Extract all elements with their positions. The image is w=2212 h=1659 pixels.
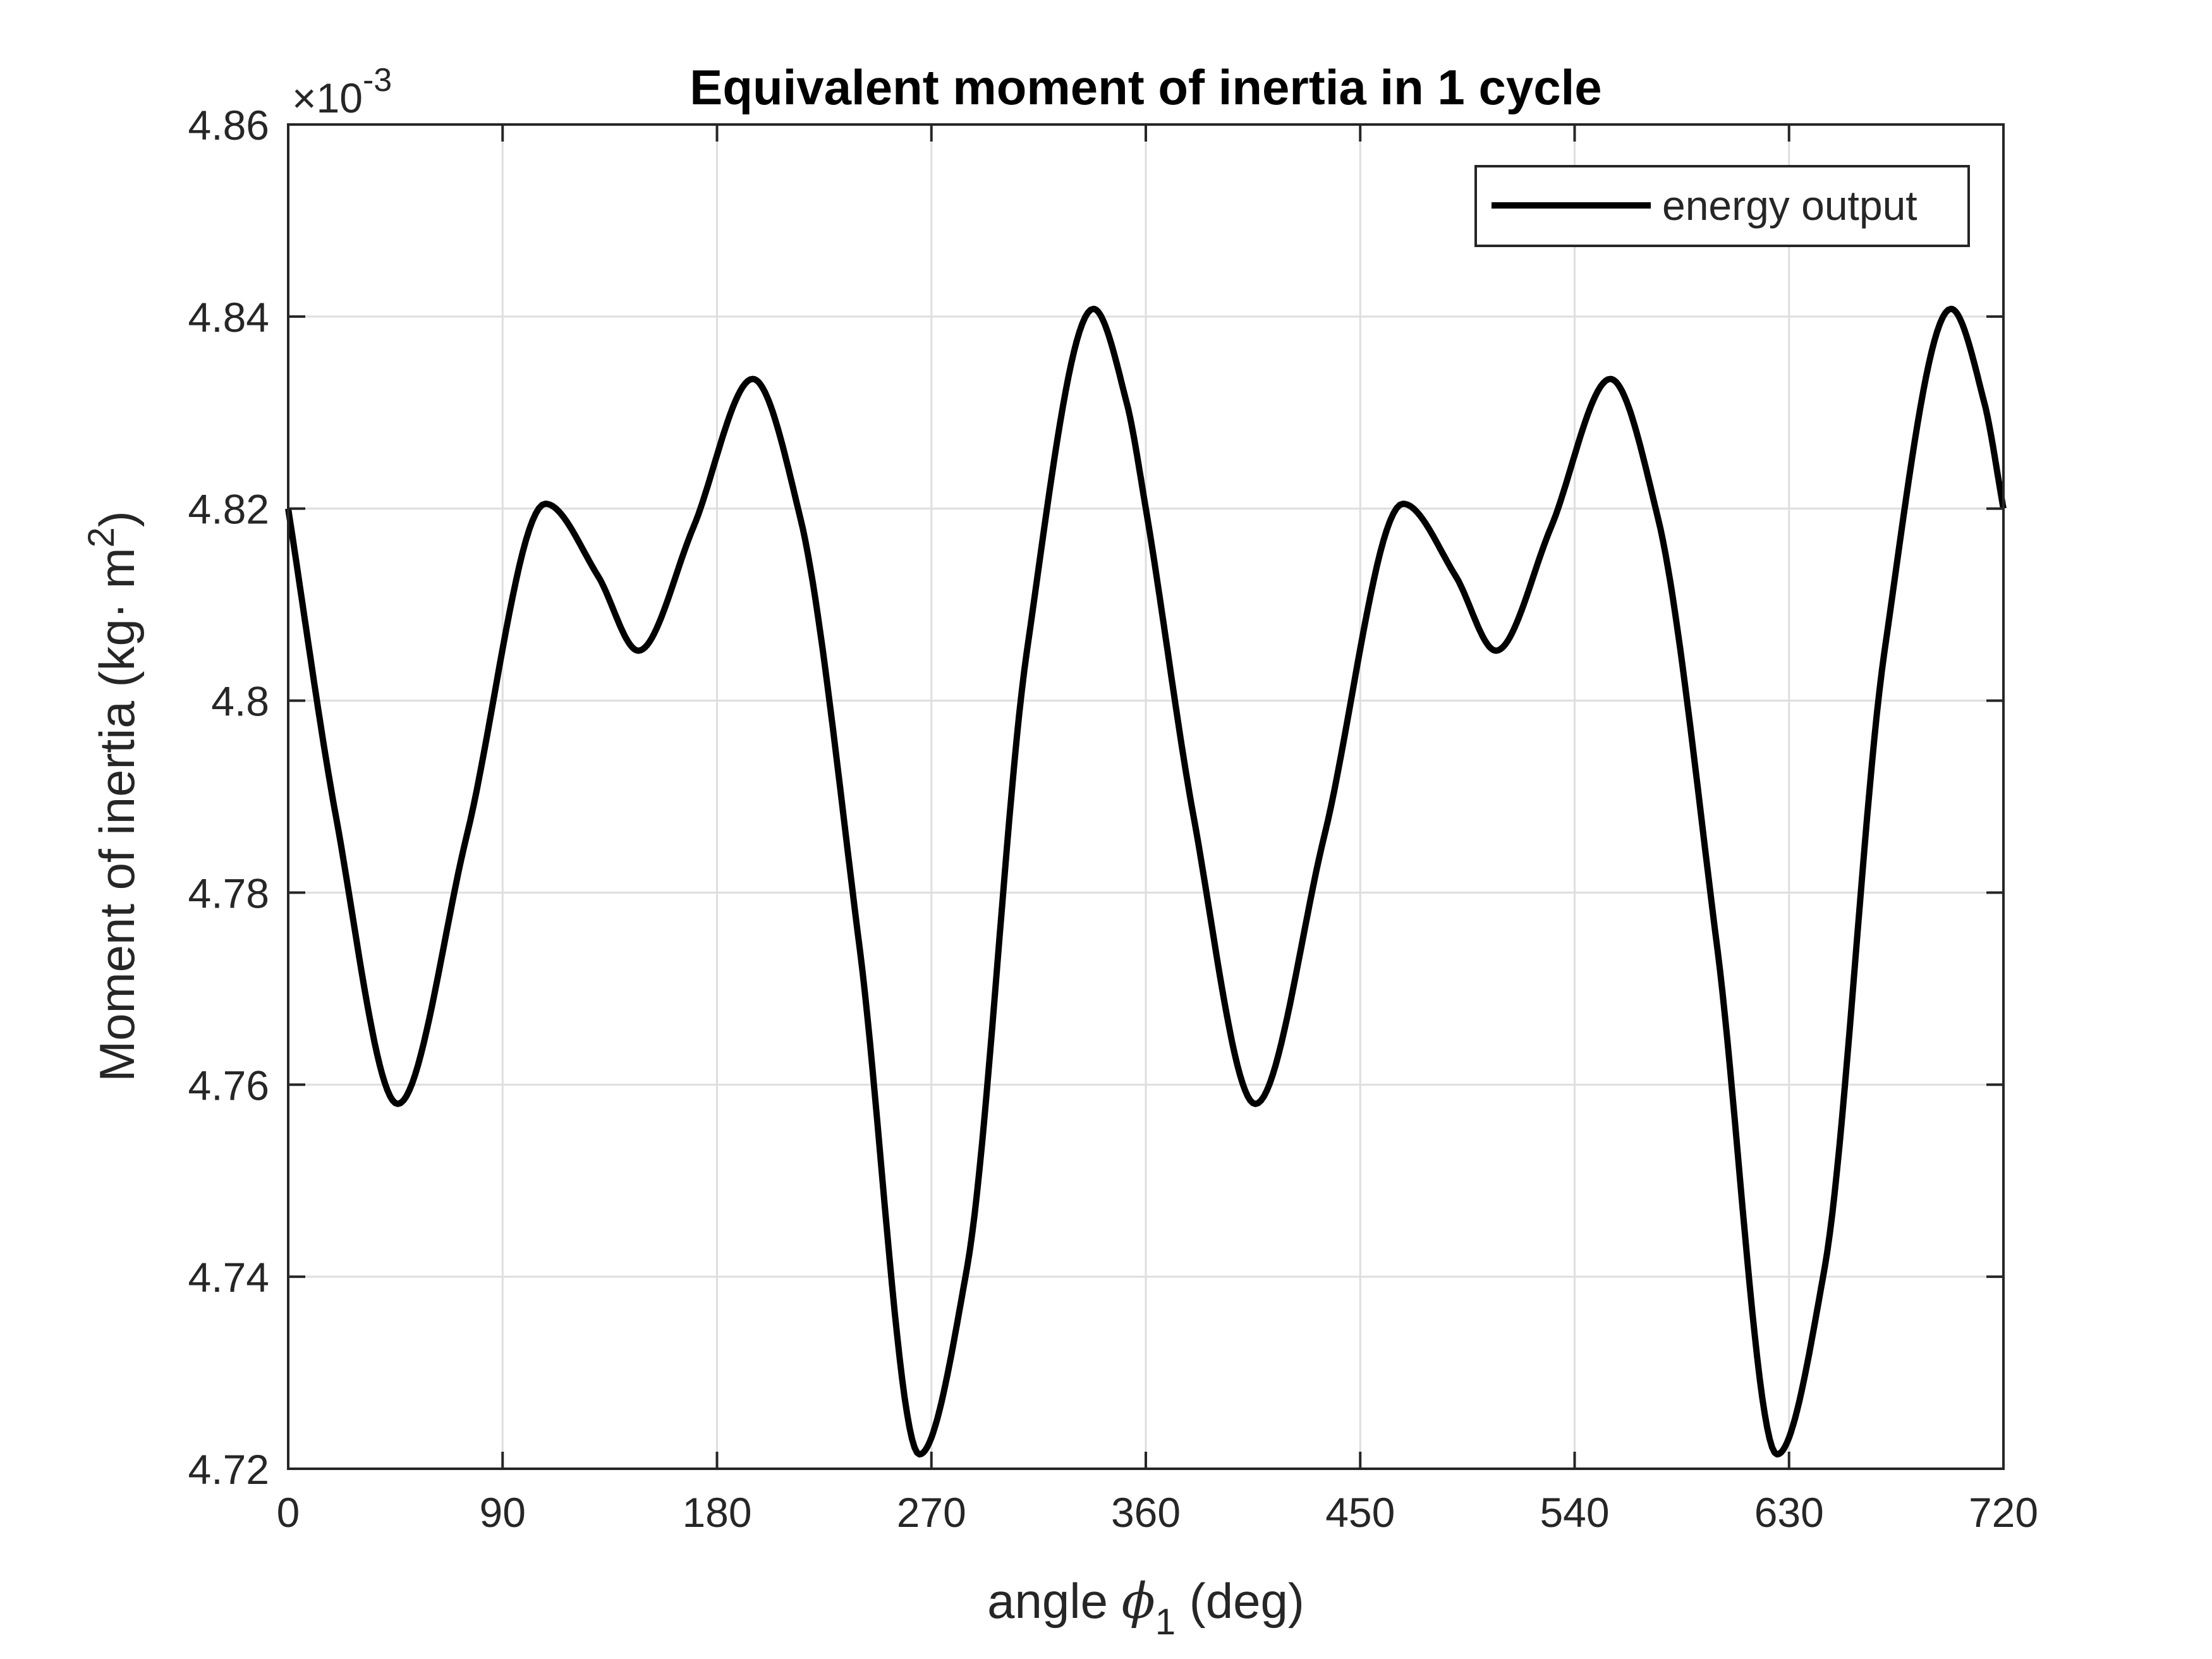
y-tick-label: 4.76: [188, 1062, 269, 1109]
x-ticks: [287, 125, 2005, 1469]
y-tick-label: 4.72: [188, 1446, 269, 1493]
x-gridlines: [501, 125, 1790, 1469]
axis-exponent: ×10-3: [292, 62, 392, 121]
legend-label: energy output: [1662, 182, 1917, 229]
chart-title: Equivalent moment of inertia in 1 cycle: [690, 59, 1601, 115]
x-tick-label: 0: [277, 1489, 300, 1536]
x-axis-label-tail: (deg): [1176, 1573, 1304, 1629]
y-tick-label: 4.82: [188, 486, 269, 533]
y-axis-label-tail: ): [89, 511, 145, 527]
series-line-energy-output: [285, 305, 2007, 1458]
x-tick-label: 630: [1754, 1489, 1824, 1536]
x-axis-label-subscript: 1: [1155, 1601, 1176, 1643]
x-axis-label: angle ϕ1 (deg): [987, 1573, 1304, 1643]
y-ticks: [288, 123, 2003, 1470]
exponent-times: ×: [292, 75, 317, 121]
y-tick-label: 4.84: [188, 294, 269, 341]
x-tick-label: 360: [1111, 1489, 1181, 1536]
y-tick-label: 4.86: [188, 102, 269, 149]
x-tick-label: 720: [1969, 1489, 2038, 1536]
x-tick-label: 270: [897, 1489, 966, 1536]
exponent-base: 10: [317, 75, 363, 121]
x-tick-label: 180: [682, 1489, 751, 1536]
x-tick-label: 540: [1540, 1489, 1609, 1536]
y-axis-label-superscript: 2: [81, 527, 122, 547]
y-axis-label-main: Moment of inertia (kg· m: [89, 548, 145, 1082]
x-tick-labels: 0 90 180 270 360 450 540 630 720: [277, 1489, 2038, 1536]
legend: energy output: [1474, 165, 1970, 247]
y-tick-label: 4.74: [188, 1254, 269, 1301]
x-tick-label: 90: [480, 1489, 526, 1536]
y-tick-labels: 4.72 4.74 4.76 4.78 4.8 4.82 4.84 4.86: [188, 102, 269, 1493]
y-axis-label: Moment of inertia (kg· m2): [81, 511, 145, 1082]
y-tick-label: 4.8: [211, 678, 269, 725]
x-tick-label: 450: [1325, 1489, 1395, 1536]
series-layer: [285, 305, 2007, 1458]
exponent-power: -3: [363, 62, 392, 99]
x-axis-label-symbol: ϕ: [1122, 1573, 1155, 1630]
x-axis-label-main: angle: [987, 1573, 1122, 1629]
y-tick-label: 4.78: [188, 870, 269, 916]
